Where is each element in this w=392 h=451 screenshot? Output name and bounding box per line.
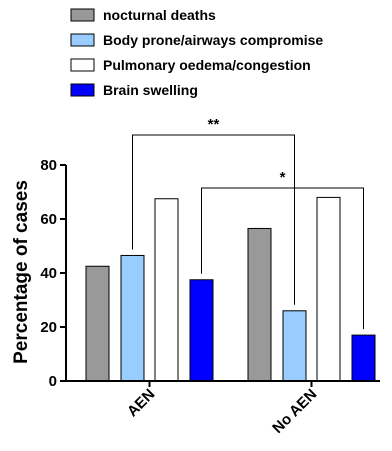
x-tick-label: No AEN bbox=[269, 386, 320, 437]
bar-aen-body-prone-airways-compromise bbox=[120, 254, 145, 382]
y-tick-label: 40 bbox=[40, 265, 57, 282]
bar-aen-nocturnal-deaths bbox=[85, 265, 110, 382]
legend-item-body-prone-airways-compromise: Body prone/airways compromise bbox=[70, 32, 323, 48]
legend-item-brain-swelling: Brain swelling bbox=[70, 82, 198, 98]
legend-label: Body prone/airways compromise bbox=[103, 32, 323, 48]
significance-bracket: * bbox=[201, 169, 364, 330]
y-axis-label: Percentage of cases bbox=[11, 180, 32, 364]
bar-no-aen-brain-swelling bbox=[351, 334, 376, 382]
legend-swatch bbox=[70, 8, 95, 22]
legend-label: nocturnal deaths bbox=[103, 7, 216, 23]
significance-label: ** bbox=[208, 116, 220, 133]
significance-bracket: ** bbox=[132, 116, 295, 305]
significance-label: * bbox=[280, 169, 286, 186]
bar-no-aen-nocturnal-deaths bbox=[247, 227, 272, 382]
legend-swatch bbox=[70, 33, 95, 47]
significance-brackets: *** bbox=[132, 116, 364, 330]
legend-label: Pulmonary oedema/congestion bbox=[103, 57, 311, 73]
bracket-line bbox=[201, 187, 364, 330]
bars bbox=[85, 196, 376, 382]
legend-item-pulmonary-oedema-congestion: Pulmonary oedema/congestion bbox=[70, 57, 311, 73]
bar-aen-brain-swelling bbox=[189, 279, 214, 382]
y-tick-label: 0 bbox=[49, 373, 57, 390]
x-tick-label: AEN bbox=[124, 386, 158, 420]
legend-swatch bbox=[70, 58, 95, 72]
legend-item-nocturnal-deaths: nocturnal deaths bbox=[70, 7, 216, 23]
x-axis: AEN No AEN bbox=[66, 380, 380, 437]
legend-label: Brain swelling bbox=[103, 82, 198, 98]
bar-aen-pulmonary-oedema-congestion bbox=[154, 198, 179, 382]
bracket-line bbox=[132, 134, 295, 305]
y-tick-label: 20 bbox=[40, 319, 57, 336]
bar-no-aen-body-prone-airways-compromise bbox=[282, 310, 307, 382]
legend: nocturnal deaths Body prone/airways compr… bbox=[70, 7, 323, 98]
y-axis: 0 20 40 60 80 bbox=[40, 157, 67, 390]
legend-swatch bbox=[70, 83, 95, 97]
y-tick-label: 80 bbox=[40, 157, 57, 174]
bar-no-aen-pulmonary-oedema-congestion bbox=[316, 196, 341, 382]
y-tick-label: 60 bbox=[40, 211, 57, 228]
